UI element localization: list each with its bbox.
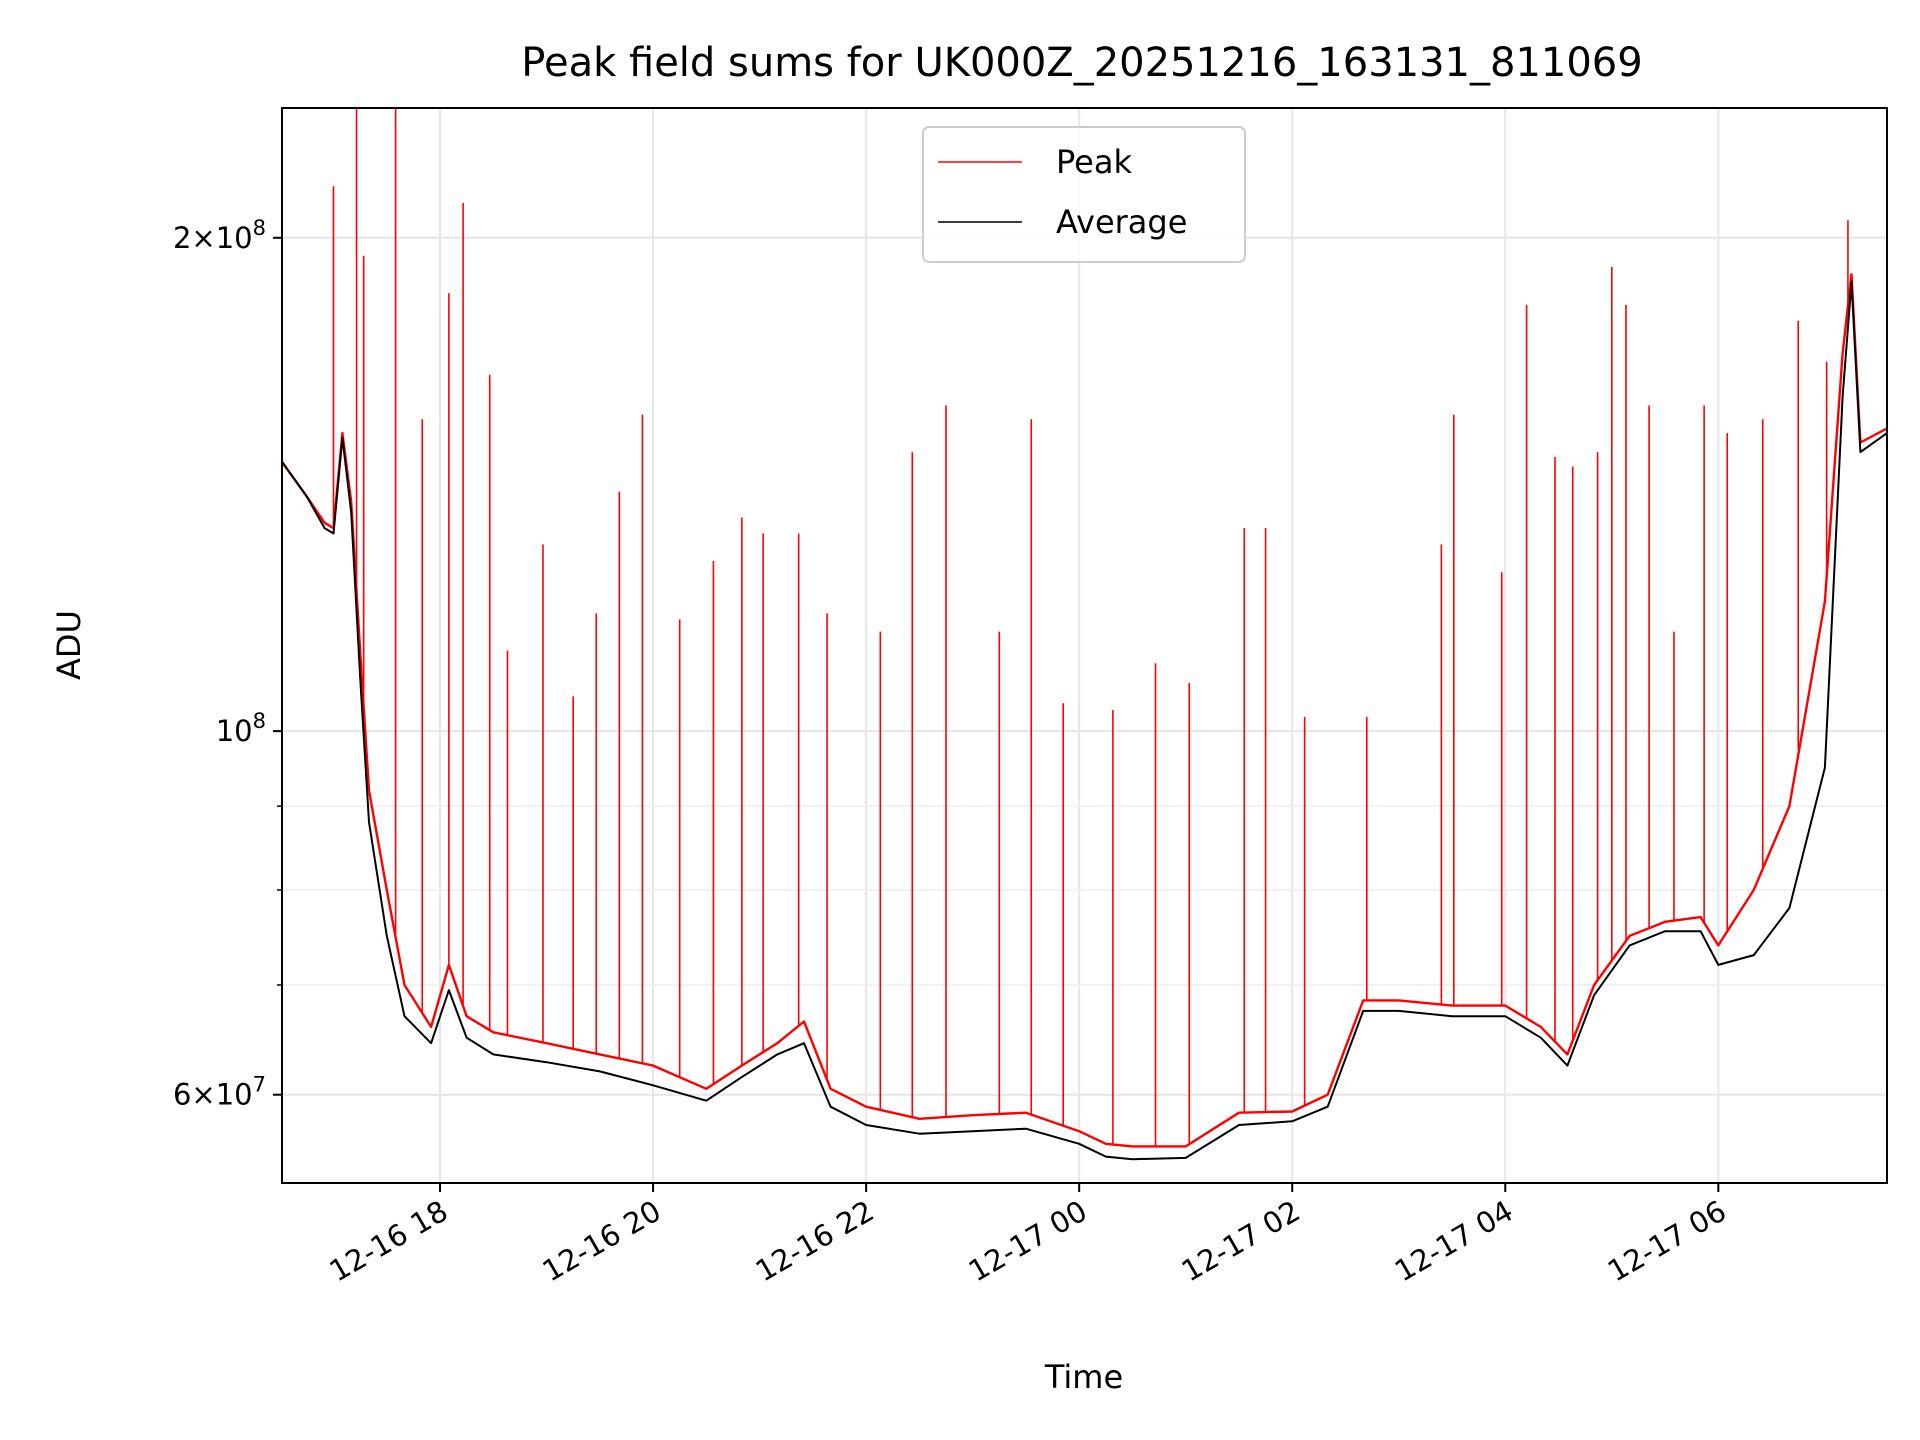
series-line-peak <box>281 273 1888 1148</box>
peak-series-layer <box>281 108 1888 1148</box>
y-tick-label: 108 <box>216 709 266 748</box>
y-axis-label: ADU <box>50 610 88 680</box>
legend-label-peak: Peak <box>1056 143 1132 181</box>
legend-label-average: Average <box>1056 203 1187 241</box>
plot-frame <box>281 107 1888 1184</box>
y-tick-label: 6×107 <box>173 1073 266 1112</box>
average-series-layer <box>281 280 1888 1161</box>
legend: Peak Average <box>922 126 1246 263</box>
legend-box <box>922 126 1246 263</box>
x-axis-label: Time <box>1044 1358 1123 1396</box>
chart-title: Peak field sums for UK000Z_20251216_1631… <box>521 40 1642 86</box>
y-axis-ticks: 6×107 108 2×108 <box>173 216 282 1112</box>
series-line-average <box>281 280 1888 1161</box>
y-tick-label: 2×108 <box>173 216 266 255</box>
